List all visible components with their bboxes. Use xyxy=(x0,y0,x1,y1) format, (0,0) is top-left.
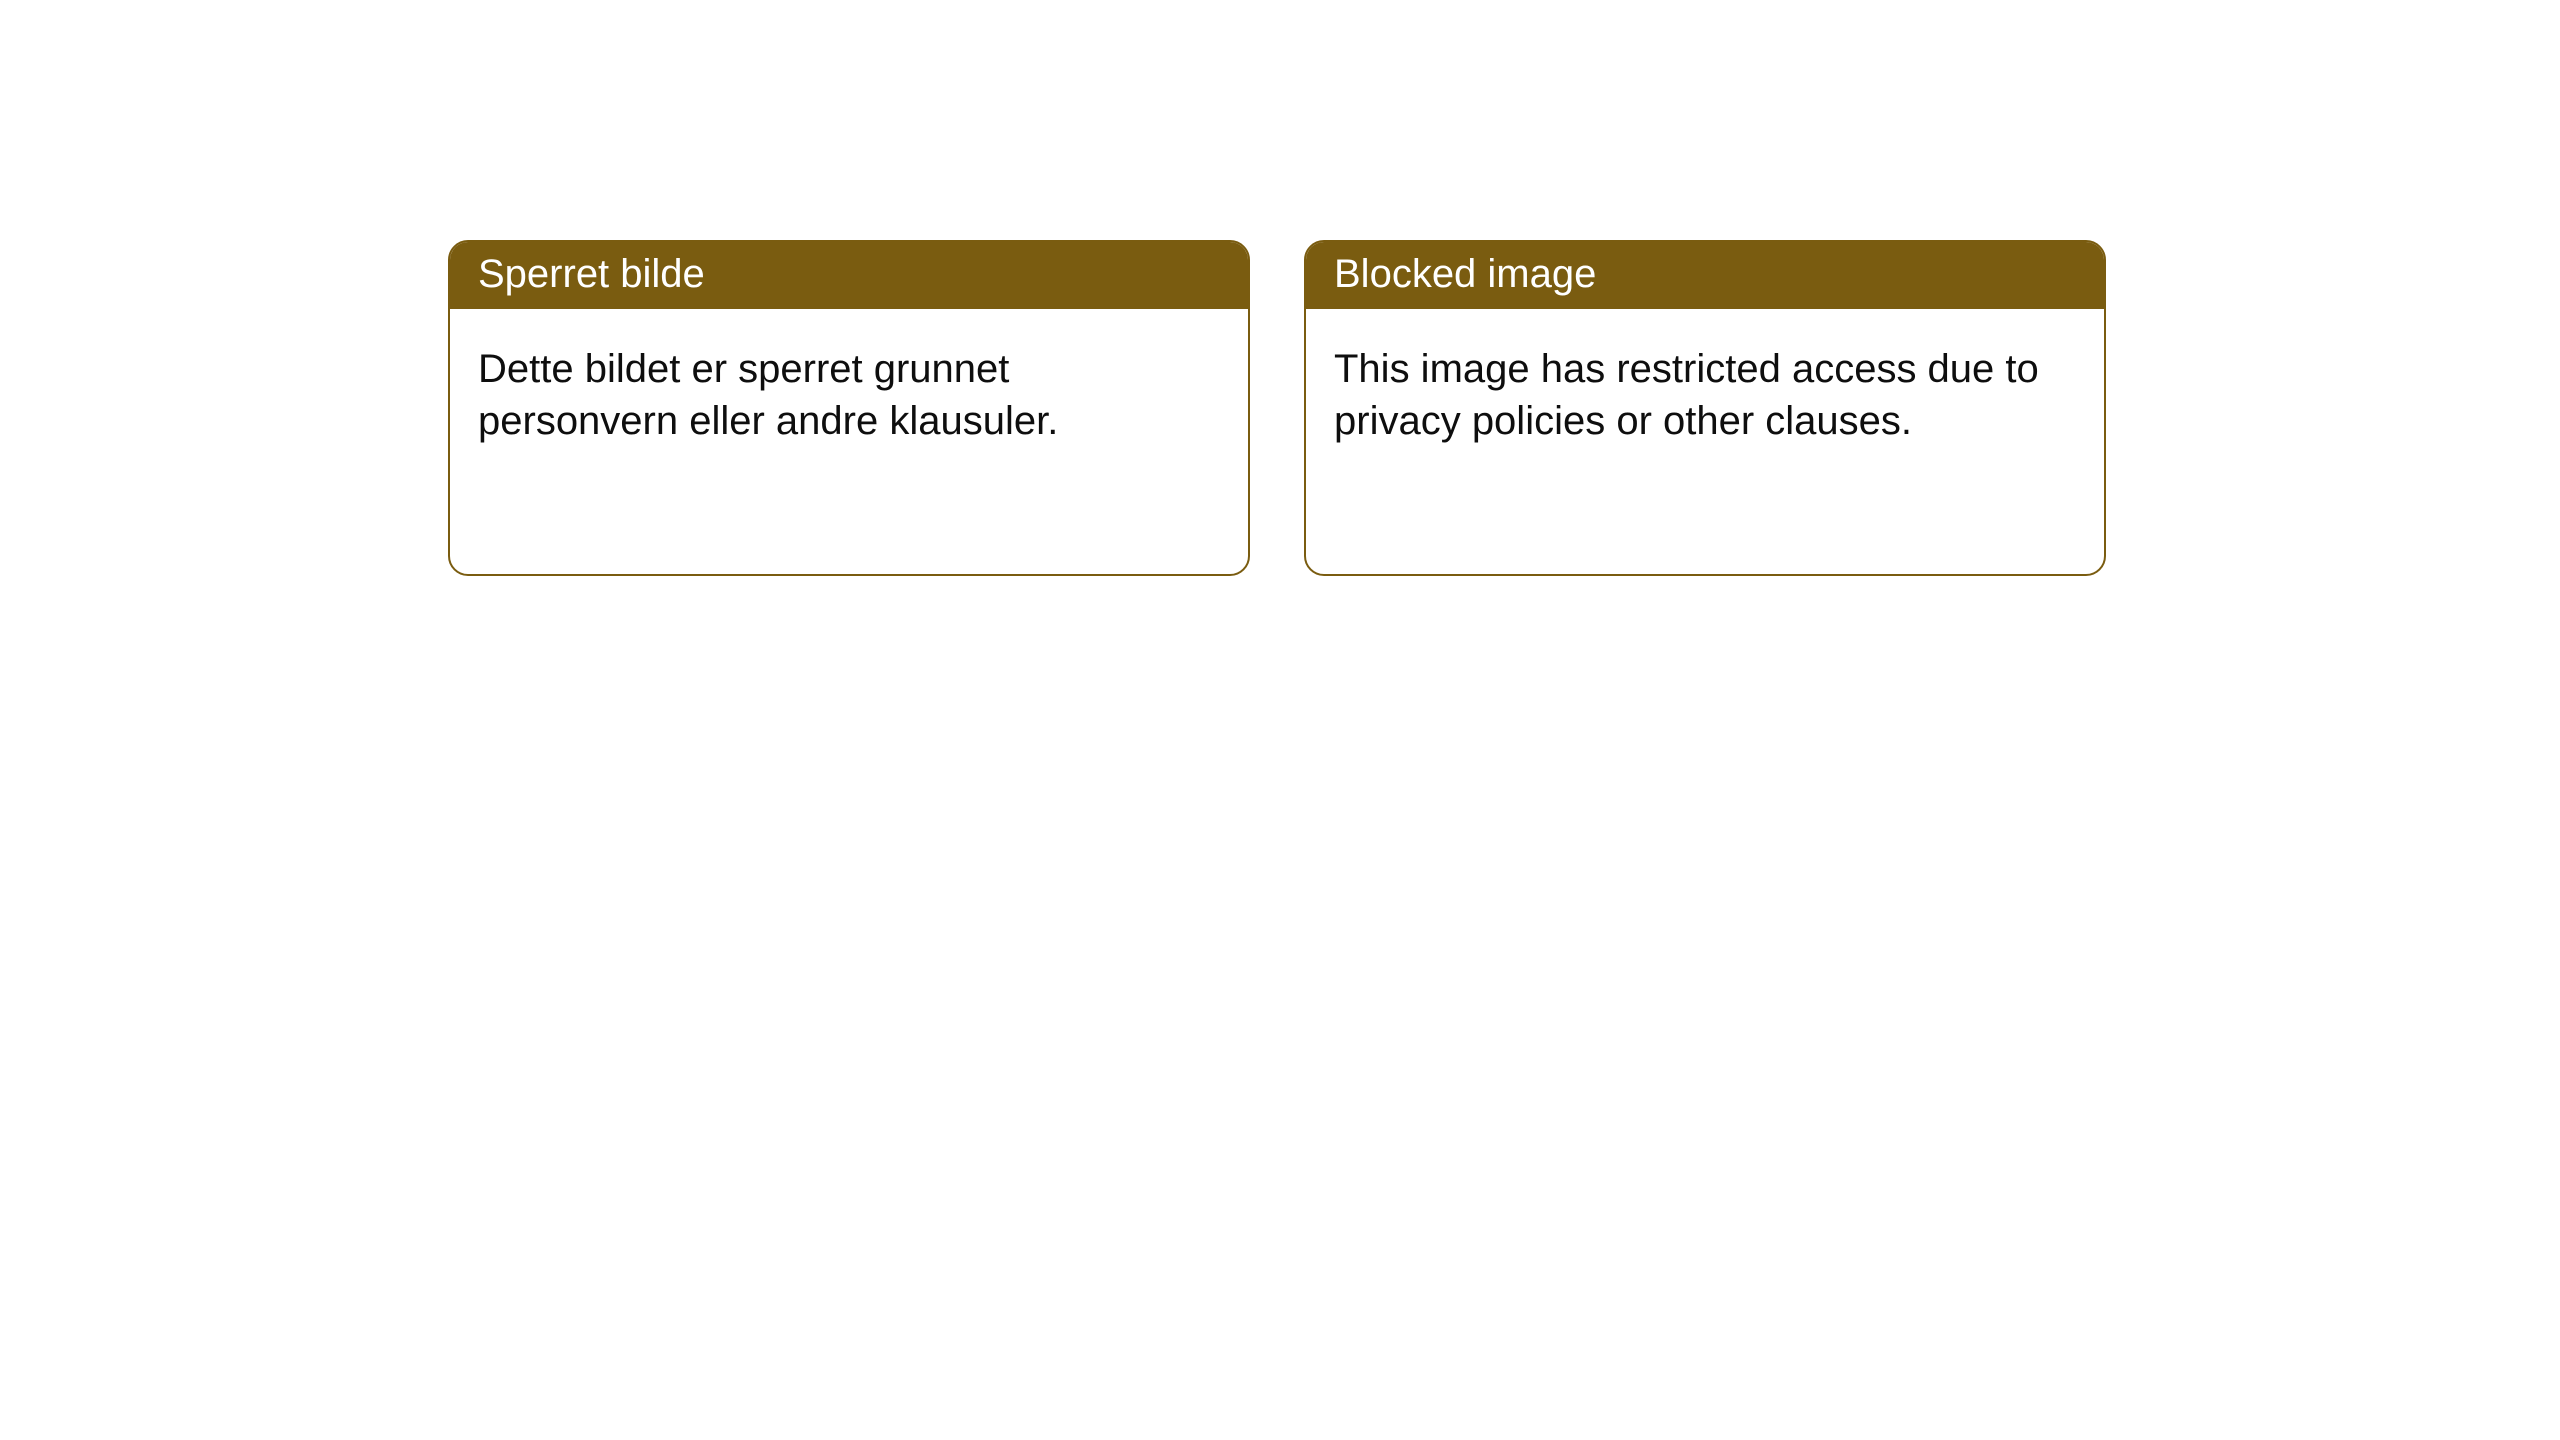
notice-header: Blocked image xyxy=(1306,242,2104,309)
notice-body: Dette bildet er sperret grunnet personve… xyxy=(450,309,1248,475)
notice-body-text: Dette bildet er sperret grunnet personve… xyxy=(478,347,1058,443)
notice-title: Sperret bilde xyxy=(478,252,705,296)
notice-card-english: Blocked image This image has restricted … xyxy=(1304,240,2106,576)
notice-header: Sperret bilde xyxy=(450,242,1248,309)
notice-card-norwegian: Sperret bilde Dette bildet er sperret gr… xyxy=(448,240,1250,576)
notice-title: Blocked image xyxy=(1334,252,1596,296)
notice-container: Sperret bilde Dette bildet er sperret gr… xyxy=(0,0,2560,576)
notice-body: This image has restricted access due to … xyxy=(1306,309,2104,475)
notice-body-text: This image has restricted access due to … xyxy=(1334,347,2039,443)
